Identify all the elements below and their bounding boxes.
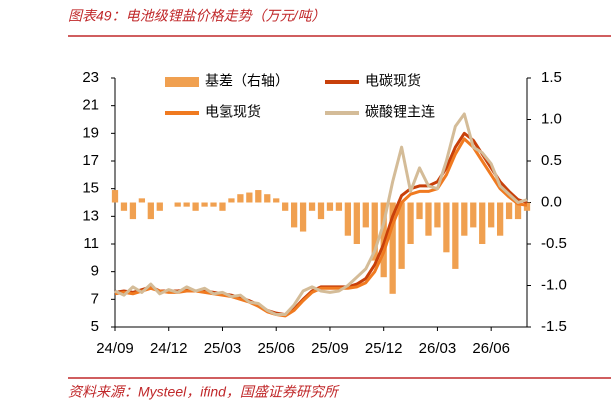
bar [246, 192, 253, 203]
x-tick-label: 25/03 [204, 340, 242, 357]
bar [353, 202, 360, 244]
bar [282, 202, 289, 211]
bar [290, 202, 298, 228]
y-tick-label: 15 [82, 180, 99, 197]
x-tick-label: 24/09 [96, 340, 134, 357]
bar [326, 202, 334, 211]
bar [452, 202, 459, 269]
bar [398, 202, 405, 269]
bar [416, 202, 423, 220]
y2-tick-label: 1.0 [541, 110, 562, 127]
chart-title: 图表49：电池级锂盐价格走势（万元/吨） [68, 8, 325, 24]
bar [237, 194, 244, 203]
y-tick-label: 19 [82, 124, 99, 141]
legend-label: 基差（右轴） [205, 73, 289, 89]
bar [488, 202, 495, 228]
y2-tick-label: -1.5 [541, 318, 567, 335]
x-tick-label: 26/03 [419, 340, 457, 357]
bar [138, 198, 146, 203]
bar [443, 202, 450, 253]
bar [389, 202, 396, 294]
y-tick-label: 21 [82, 97, 99, 114]
legend-swatch [165, 77, 199, 87]
y-tick-label: 7 [91, 290, 99, 307]
bar [219, 202, 226, 211]
bar [183, 202, 190, 207]
bar [201, 202, 208, 207]
legend-label: 电碳现货 [365, 73, 421, 89]
y2-tick-label: -0.5 [541, 235, 567, 252]
y2-tick-label: 0.0 [541, 193, 562, 210]
y-tick-label: 11 [83, 235, 99, 252]
bar [514, 202, 522, 220]
bar [273, 198, 280, 203]
x-tick-label: 26/06 [472, 340, 510, 357]
bar [407, 202, 414, 244]
bar [470, 202, 477, 228]
source: 资料来源：Mysteel，ifind，国盛证券研究所 [68, 384, 340, 400]
bar [505, 202, 513, 220]
x-tick-label: 25/09 [311, 340, 349, 357]
bar [434, 202, 441, 228]
bar [192, 202, 199, 211]
y-tick-label: 5 [91, 318, 99, 335]
bar [523, 202, 531, 211]
bar [174, 202, 181, 207]
bar [111, 190, 119, 203]
bar [264, 194, 271, 203]
legend-label: 电氢现货 [205, 104, 261, 120]
x-tick-label: 24/12 [150, 340, 188, 357]
bar [129, 202, 137, 220]
y-tick-label: 9 [91, 263, 99, 280]
y-tick-label: 23 [82, 69, 99, 86]
x-tick-label: 25/06 [257, 340, 295, 357]
y-tick-label: 17 [82, 152, 99, 169]
y2-tick-label: 0.5 [541, 152, 562, 169]
line [114, 137, 528, 318]
y-tick-label: 13 [82, 207, 99, 224]
bar [317, 202, 325, 220]
x-tick-label: 25/12 [365, 340, 403, 357]
bar [335, 202, 343, 211]
y2-tick-label: 1.5 [541, 69, 562, 86]
line [114, 112, 528, 317]
bar [120, 202, 128, 211]
bar [344, 202, 352, 236]
bar [425, 202, 432, 236]
bar [308, 202, 316, 211]
bar [479, 202, 486, 244]
bar [255, 190, 262, 203]
bar [371, 202, 378, 261]
bar [461, 202, 468, 236]
legend-label: 碳酸锂主连 [365, 104, 435, 120]
bar [362, 202, 369, 228]
bar [210, 202, 217, 207]
bar [299, 202, 307, 232]
bar [156, 202, 163, 211]
bar [496, 202, 504, 236]
y2-tick-label: -1.0 [541, 276, 567, 293]
bar [228, 198, 235, 203]
bar [147, 202, 154, 220]
